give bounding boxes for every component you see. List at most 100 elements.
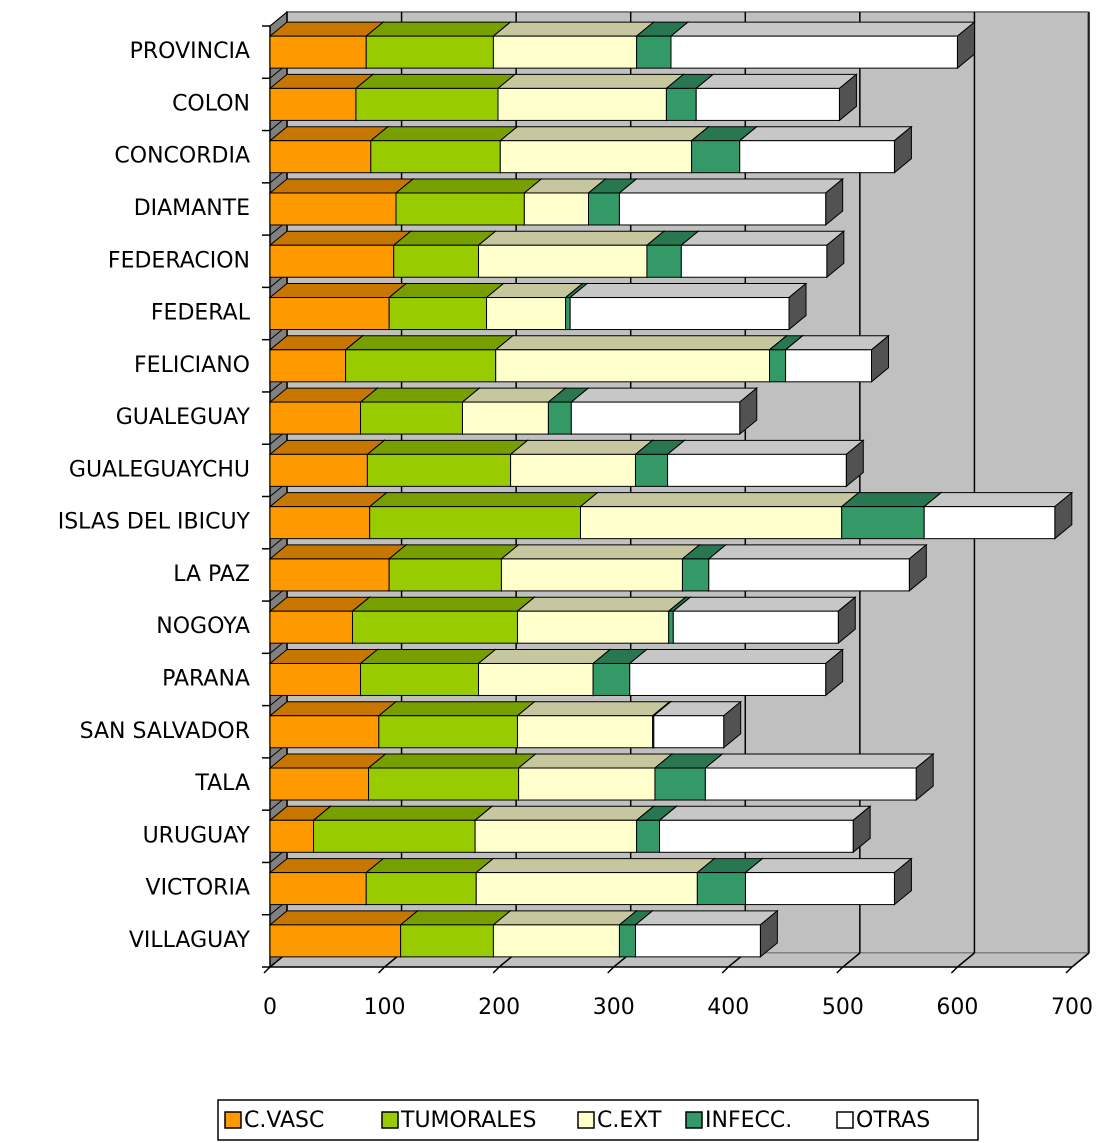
legend-swatch [381,1111,399,1129]
bar-front [269,244,395,278]
legend-swatch [685,1111,703,1129]
bar-front [492,924,620,958]
bar-top [579,492,861,508]
bar-top [268,544,408,560]
y-tick-label: NOGOYA [156,614,250,639]
y-tick-label: FEDERACION [108,248,250,273]
bar-segment [387,543,520,592]
x-tick-label: 0 [263,995,277,1020]
bar-front [388,558,502,592]
x-tick [836,966,844,974]
bar-front [588,192,620,226]
bar-segment [367,752,538,802]
bar-front [269,35,367,69]
bar-segment [351,596,536,645]
bar-top [679,230,846,246]
bar-segment [509,439,654,488]
y-tick-label: SAN SALVADOR [80,719,250,744]
bar-top [351,596,536,612]
bar-front [269,192,397,226]
y-tick-label: ISLAS DEL IBICUY [58,510,251,535]
grid-line [956,952,975,968]
bar-front [486,297,567,331]
bar-segment [516,700,672,749]
bar-front [269,872,367,906]
bar-top [344,335,515,351]
bar-front [668,610,674,644]
bar-segment [359,387,481,436]
y-tick-label: VICTORIA [146,876,250,901]
bar-segment [517,752,674,802]
legend-label: TUMORALES [400,1108,536,1133]
bar-front [269,453,368,487]
bar-front [395,192,525,226]
bar-front [478,244,648,278]
bar-front [579,506,843,540]
bar-front [618,924,636,958]
bar-front [696,872,746,906]
bar-front [360,401,463,435]
bar-top [365,439,529,455]
bar-front [269,767,370,801]
bar-front [704,767,917,801]
bar-front [680,244,828,278]
bar-front [523,192,590,226]
bar-front [636,819,661,853]
bar-segment [268,125,390,174]
legend-label: C.VASC [244,1108,324,1133]
bar-front [629,662,827,696]
bar-segment [703,752,935,802]
bar-segment [922,491,1074,540]
bar-segment [377,700,536,749]
bar-top [658,805,872,821]
y-tick-label: LA PAZ [173,562,250,587]
bar-front [393,244,480,278]
bar-front [518,767,656,801]
bar-top [268,753,387,769]
bar-front [516,715,654,749]
y-tick-label: GUALEGUAY [116,405,251,430]
bar-front [739,140,895,174]
bar-front [269,401,362,435]
bar-top [494,335,788,351]
bar-segment [364,857,495,906]
bar-front [269,610,353,644]
bar-top [268,283,408,299]
legend-swatch [836,1111,854,1129]
bar-front [691,140,741,174]
bar-front [510,453,636,487]
bar-front [569,297,790,331]
bar-top [387,544,520,560]
y-tick-label: DIAMANTE [134,196,250,221]
bar-segment [268,177,415,227]
bar-front [269,349,347,383]
x-tick-label: 600 [936,995,978,1020]
bar-top [568,283,808,299]
bar-top [367,753,538,769]
bar-front [923,506,1056,540]
y-tick-label: COLON [172,91,250,116]
x-tick-label: 200 [478,995,520,1020]
bar-top [922,492,1074,508]
bar-top [268,701,398,717]
bar-front [499,140,693,174]
legend-label: INFECC. [705,1108,792,1133]
bar-front [659,819,854,853]
bar-segment [568,282,808,331]
bar-top [268,21,385,37]
bar-segment [268,491,389,540]
bar-front [785,349,872,383]
bar-segment [268,700,398,749]
x-tick-label: 400 [707,995,749,1020]
bar-segment [394,177,543,227]
legend-label: OTRAS [856,1108,930,1133]
bar-front [744,872,895,906]
bar-front [636,35,672,69]
bar-top [784,335,890,351]
y-tick-label: TALA [194,771,250,796]
x-tick-label: 700 [1051,995,1093,1020]
bar-front [708,558,910,592]
bar-segment [618,177,845,227]
x-tick-label: 500 [822,995,864,1020]
